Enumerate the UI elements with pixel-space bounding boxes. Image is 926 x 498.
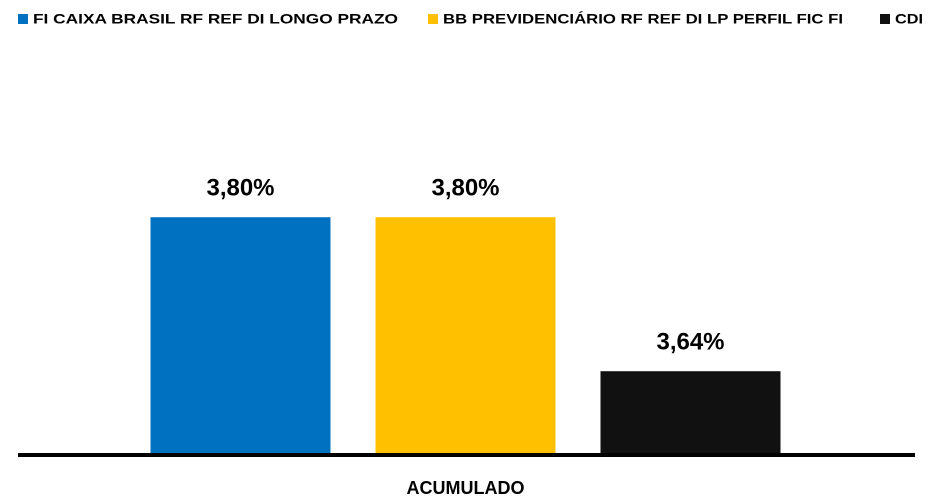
legend-text: BB PREVIDENCIÁRIO RF REF DI LP PERFIL FI… [443,11,843,27]
data-label: 3,64% [656,329,724,356]
bar [150,217,331,453]
bar [375,217,556,453]
legend-text: FI CAIXA BRASIL RF REF DI LONGO PRAZO [33,11,398,27]
x-tick-label: ACUMULADO [407,478,525,498]
legend-text: CDI [895,11,923,27]
data-label: 3,80% [431,175,499,202]
legend-swatch [428,14,438,24]
legend-swatch [880,14,890,24]
bar [600,371,781,453]
legend-swatch [18,14,28,24]
data-label: 3,80% [206,175,274,202]
